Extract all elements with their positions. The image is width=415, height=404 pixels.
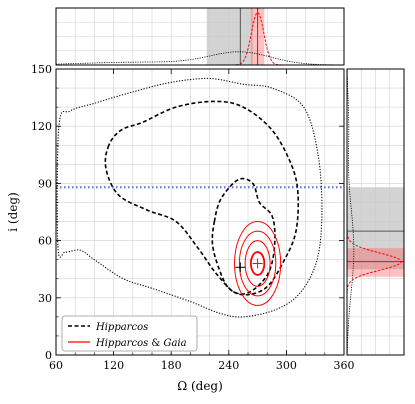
legend-box [61,315,198,352]
x-tick-label: 60 [49,359,63,372]
x-axis-label: Ω (deg) [177,379,223,393]
top-gaia-curve [56,12,344,65]
y-tick-label: 60 [38,235,52,248]
x-tick-label: 120 [103,359,124,372]
x-tick-label: 360 [334,359,355,372]
top-marginal-plot [56,8,344,65]
top-hipparcos-curve [56,51,344,65]
y-tick-label: 30 [38,292,52,305]
y-tick-label: 150 [31,63,52,76]
main-plot-area [56,77,344,318]
top-axes-frame [55,7,345,66]
x-tick-label: 300 [276,359,297,372]
main-ticks [55,68,345,356]
hipparcos-contour-2sigma [104,100,300,296]
hipparcos-contour-3sigma [56,77,323,318]
y-tick-label: 120 [31,120,52,133]
legend: Hipparcos Hipparcos & Gaia [61,315,198,352]
x-tick-label: 180 [161,359,182,372]
right-axes-frame [346,68,405,356]
y-tick-label: 0 [45,349,52,362]
gaia-contour [234,221,282,306]
right-hipparcos-interval [347,187,404,270]
legend-hipparcos-label: Hipparcos [95,322,148,333]
legend-gaia-label: Hipparcos & Gaia [95,338,187,349]
hipparcos-contour-1sigma [211,177,276,295]
right-marginal-plot [347,69,404,355]
gaia-contour [238,230,277,297]
right-gaia-interval [347,248,404,277]
x-tick-label: 240 [218,359,239,372]
y-axis-label: i (deg) [6,192,20,231]
y-tick-label: 90 [38,177,52,190]
top-hipparcos-interval [206,8,253,65]
gaia-contour [249,251,266,276]
main-grid [55,68,345,356]
main-axes-frame [55,68,345,356]
top-grid [55,8,345,65]
gaia-contour [244,240,271,287]
